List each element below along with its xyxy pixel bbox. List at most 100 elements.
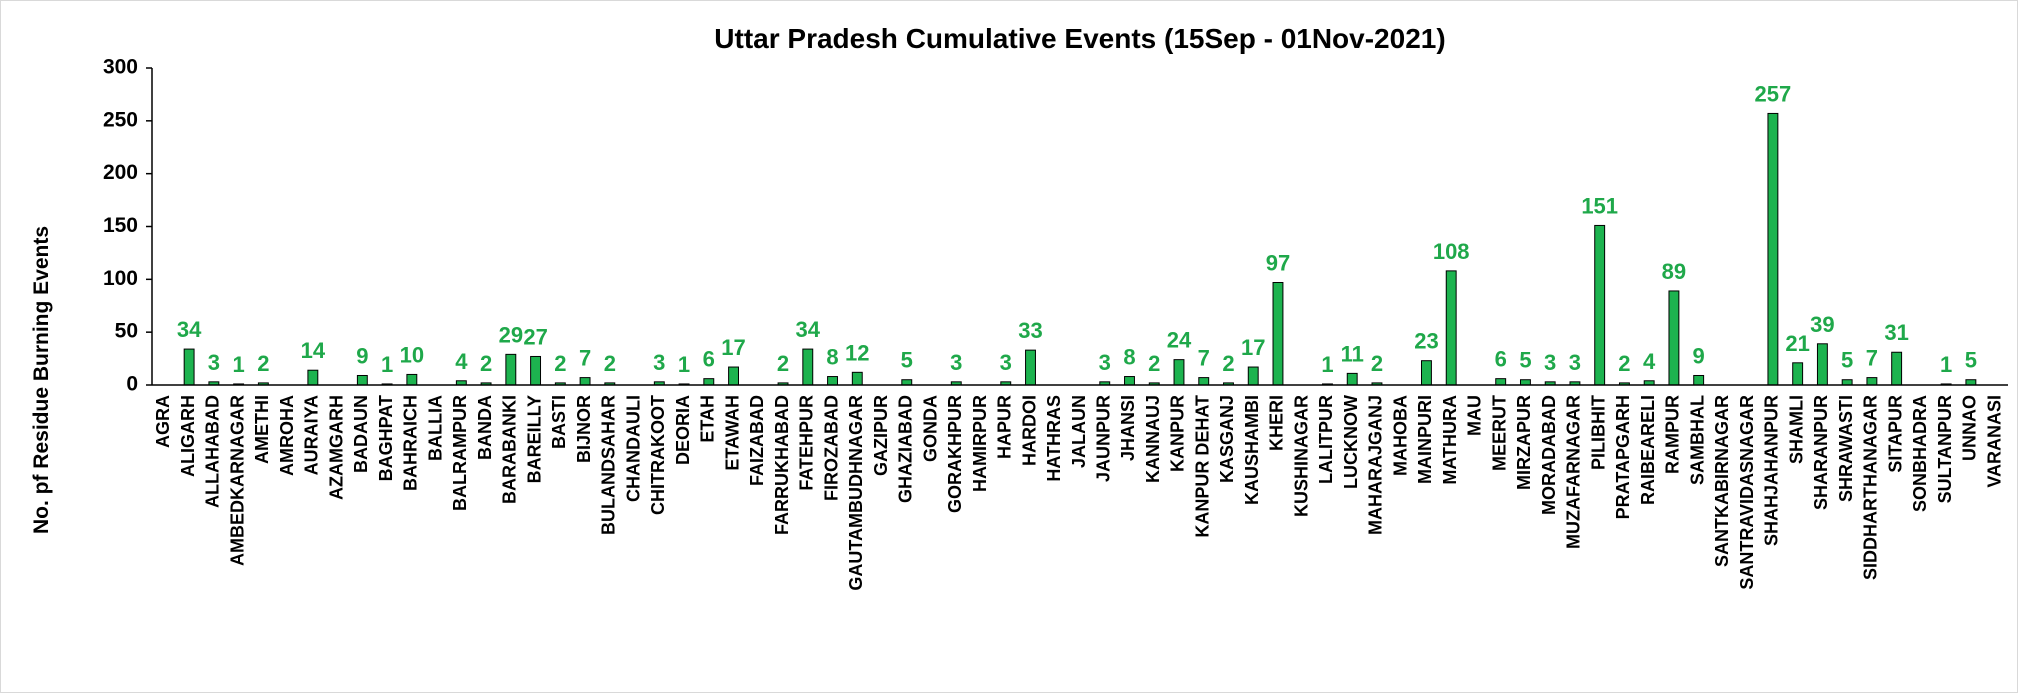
data-label: 23 (1414, 329, 1438, 354)
x-tick-label: BAGHPAT (376, 395, 396, 481)
bar (1495, 378, 1507, 386)
bar (1693, 374, 1705, 386)
data-label: 2 (1618, 351, 1630, 376)
x-tick-label: MATHURA (1440, 395, 1460, 485)
bar (307, 369, 319, 386)
data-label: 1 (678, 352, 690, 377)
data-label: 257 (1755, 81, 1792, 106)
data-label: 2 (257, 351, 269, 376)
bar (406, 373, 418, 386)
x-tick-label: BAHRAICH (401, 395, 421, 491)
bar (901, 379, 913, 386)
data-label: 5 (1965, 348, 1977, 373)
data-label: 12 (845, 340, 869, 365)
x-tick-label: AMROHA (277, 395, 297, 476)
x-tick-label: SANTKABIRNAGAR (1712, 395, 1732, 567)
chart-title: Uttar Pradesh Cumulative Events (15Sep -… (714, 23, 1445, 54)
x-tick-label: MIRZAPUR (1514, 395, 1534, 490)
x-tick-label: GAUTAMBUDHNAGAR (846, 395, 866, 591)
x-tick-label: ALIGARH (178, 395, 198, 477)
data-label: 8 (826, 345, 838, 370)
x-tick-label: PRATAPGARH (1613, 395, 1633, 519)
x-tick-label: BANDA (475, 395, 495, 460)
x-tick-label: KANNAUJ (1143, 395, 1163, 483)
data-label: 2 (1148, 351, 1160, 376)
data-label: 34 (796, 317, 821, 342)
data-label: 89 (1662, 259, 1686, 284)
x-tick-label: AURAIYA (302, 395, 322, 475)
data-label: 5 (1519, 348, 1531, 373)
y-tick-label: 100 (103, 267, 138, 290)
bar (1247, 366, 1259, 386)
bar (703, 378, 715, 386)
data-label: 1 (381, 352, 393, 377)
x-tick-label: AMBEDKARNAGAR (227, 395, 247, 566)
x-tick-label: SONBHADRA (1910, 395, 1930, 512)
data-label: 24 (1167, 328, 1192, 353)
bar (579, 377, 591, 386)
x-tick-label: JALAUN (1069, 395, 1089, 468)
data-label: 97 (1266, 251, 1290, 276)
x-tick-label: HATHRAS (1044, 395, 1064, 482)
data-label: 2 (604, 351, 616, 376)
bar (1841, 379, 1853, 386)
bar (530, 355, 542, 386)
data-label: 17 (1241, 335, 1265, 360)
x-tick-label: SHARANPUR (1811, 395, 1831, 510)
x-tick-label: ETAH (698, 395, 718, 443)
data-label: 11 (1341, 341, 1364, 366)
data-label: 21 (1785, 331, 1809, 356)
data-label: 31 (1884, 320, 1908, 345)
x-tick-label: BIJNOR (574, 395, 594, 463)
x-tick-label: BASTI (549, 395, 569, 449)
x-tick-label: VARANASI (1984, 395, 2004, 488)
bar (183, 348, 195, 386)
data-label: 3 (1000, 350, 1012, 375)
bar (1346, 372, 1358, 386)
data-label: 39 (1810, 312, 1834, 337)
x-tick-label: AZAMGARH (326, 395, 346, 500)
x-tick-label: GORAKHPUR (945, 395, 965, 513)
bar (356, 374, 368, 386)
x-tick-label: LALITPUR (1316, 395, 1336, 484)
bar (1866, 377, 1878, 386)
x-tick-label: KHERI (1267, 395, 1287, 451)
bar (1445, 270, 1457, 386)
x-tick-label: BALLIA (425, 395, 445, 461)
data-label: 8 (1123, 345, 1135, 370)
data-label: 7 (1866, 346, 1878, 371)
x-tick-label: PILIBHIT (1588, 395, 1608, 470)
bar (1025, 349, 1036, 386)
x-tick-label: MUZAFARNAGAR (1564, 395, 1584, 549)
bar (1124, 376, 1135, 386)
data-label: 2 (480, 351, 492, 376)
bar (1198, 377, 1210, 386)
bar (1668, 290, 1680, 386)
x-tick-label: BALRAMPUR (450, 395, 470, 511)
x-tick-label: SULTANPUR (1935, 395, 1955, 503)
data-label: 2 (1371, 351, 1383, 376)
y-tick-label: 150 (103, 214, 138, 237)
x-tick-label: BADAUN (351, 395, 371, 473)
x-tick-label: JAUNPUR (1093, 395, 1113, 482)
data-label: 2 (1222, 351, 1234, 376)
data-label: 4 (455, 349, 468, 374)
data-label: 34 (177, 317, 202, 342)
x-tick-label: SHRAWASTI (1836, 395, 1856, 502)
y-tick-label: 50 (115, 320, 138, 343)
bar (802, 348, 814, 386)
x-tick-label: HAMIRPUR (970, 395, 990, 492)
data-label: 1 (1321, 352, 1333, 377)
x-tick-label: KANPUR (1168, 395, 1188, 472)
x-tick-label: MAHARAJGANJ (1366, 395, 1386, 535)
data-label: 3 (1569, 350, 1581, 375)
x-tick-label: FIROZABAD (821, 395, 841, 501)
x-tick-label: SIDDHARTHANAGAR (1861, 395, 1881, 580)
data-label: 5 (901, 348, 913, 373)
x-tick-label: ALLAHABAD (203, 395, 223, 508)
x-tick-label: CHITRAKOOT (648, 395, 668, 515)
data-label: 108 (1433, 239, 1470, 264)
x-tick-label: RAMPUR (1663, 395, 1683, 474)
x-tick-label: FARRUKHABAD (772, 395, 792, 535)
x-tick-label: MAINPURI (1415, 395, 1435, 484)
